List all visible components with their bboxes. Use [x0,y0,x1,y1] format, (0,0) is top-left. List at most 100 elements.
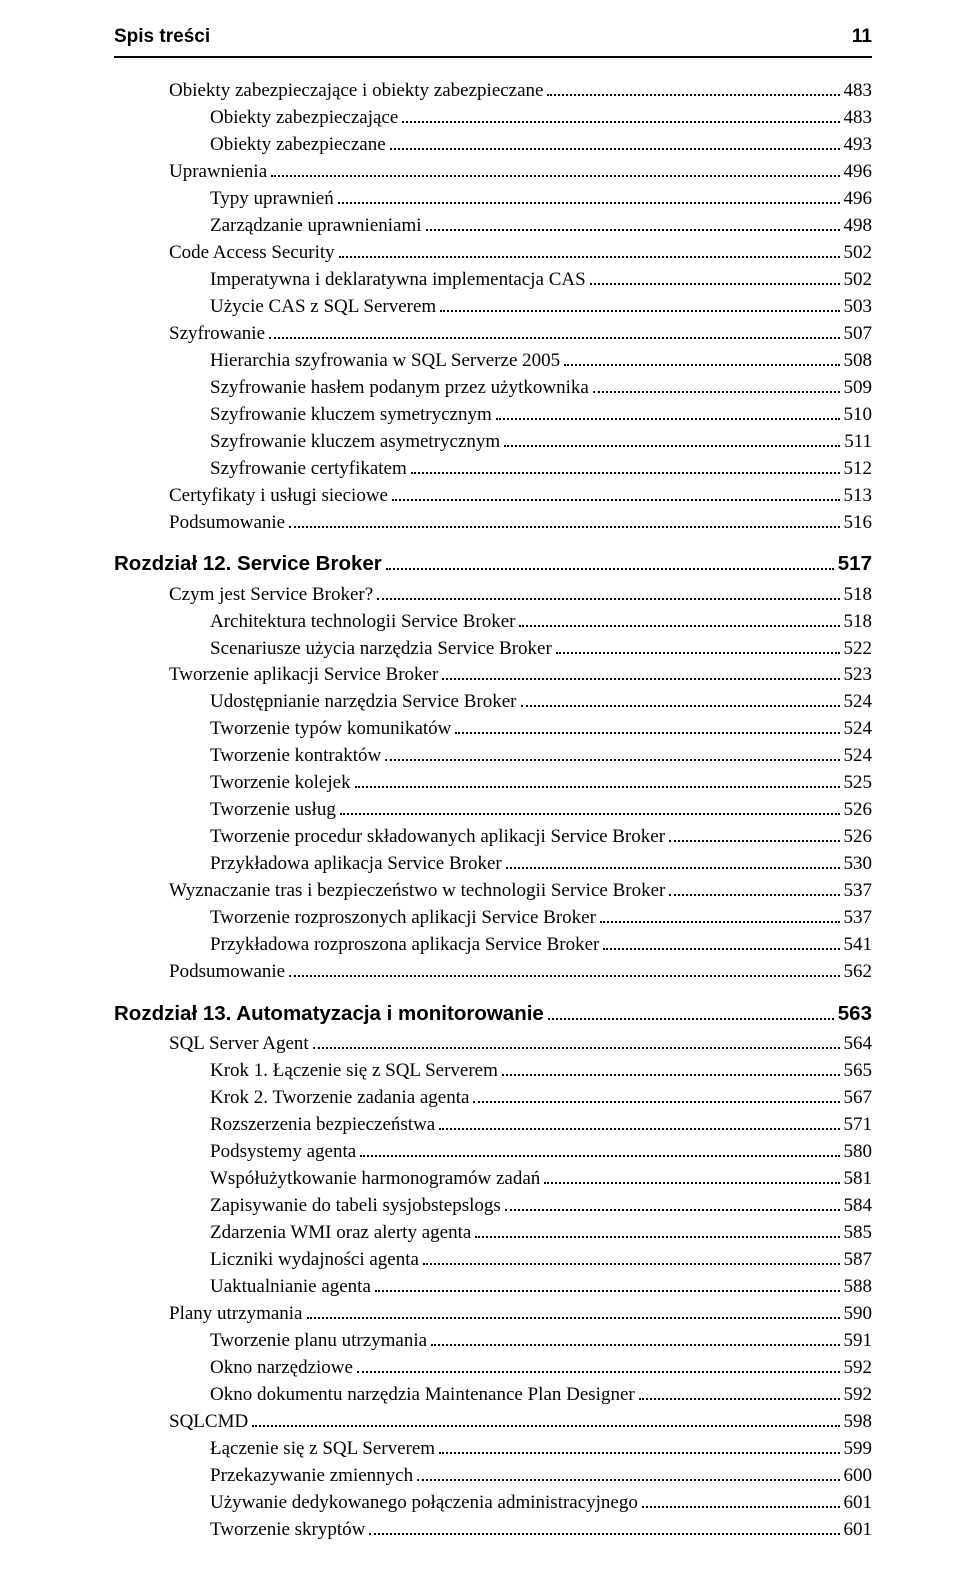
toc-label: Scenariusze użycia narzędzia Service Bro… [210,636,552,663]
toc-leader-dots [423,1249,840,1265]
toc-entry: Code Access Security 502 [114,240,872,267]
toc-page-number: 592 [844,1355,873,1382]
toc-label: Szyfrowanie [169,321,265,348]
toc-leader-dots [439,1438,839,1454]
toc-leader-dots [519,610,839,626]
toc-page-number: 601 [844,1517,873,1544]
toc-label: Tworzenie typów komunikatów [210,716,451,743]
toc-leader-dots [289,511,839,527]
toc-entry: Czym jest Service Broker? 518 [114,582,872,609]
toc-label: Podsumowanie [169,510,285,537]
toc-leader-dots [313,1033,840,1049]
toc-entry: Wyznaczanie tras i bezpieczeństwo w tech… [114,878,872,905]
toc-label: Tworzenie kontraktów [210,743,381,770]
toc-leader-dots [357,1357,840,1373]
toc-page-number: 530 [844,851,873,878]
toc-leader-dots [340,799,840,815]
toc-leader-dots [385,745,839,761]
toc-page-number: 517 [838,549,872,578]
toc-page-number: 483 [844,105,873,132]
toc-page-number: 518 [844,609,873,636]
toc-leader-dots [600,907,840,923]
toc-page-number: 502 [844,240,873,267]
toc-leader-dots [455,718,839,734]
toc-leader-dots [369,1518,839,1534]
toc-page-number: 599 [844,1436,873,1463]
toc-label: Hierarchia szyfrowania w SQL Serverze 20… [210,348,560,375]
toc-page-number: 512 [844,456,873,483]
toc-entry: Szyfrowanie kluczem symetrycznym 510 [114,402,872,429]
toc-label: Okno dokumentu narzędzia Maintenance Pla… [210,1382,635,1409]
toc-chapter: Rozdział 12. Service Broker 517 [114,549,872,578]
header-title: Spis treści [114,26,210,48]
toc-label: Szyfrowanie hasłem podanym przez użytkow… [210,375,589,402]
toc-leader-dots [442,664,839,680]
toc-entry: Łączenie się z SQL Serverem 599 [114,1436,872,1463]
toc-leader-dots [386,553,834,570]
toc-label: Tworzenie usług [210,797,336,824]
toc-label: Obiekty zabezpieczające i obiekty zabezp… [169,78,543,105]
toc-label: Liczniki wydajności agenta [210,1247,419,1274]
toc-entry: Liczniki wydajności agenta 587 [114,1247,872,1274]
toc-page-number: 526 [844,797,873,824]
toc-label: Uprawnienia [169,159,267,186]
toc-entry: Szyfrowanie kluczem asymetrycznym 511 [114,429,872,456]
toc-page-number: 584 [844,1193,873,1220]
toc-entry: Szyfrowanie hasłem podanym przez użytkow… [114,375,872,402]
toc-entry: Tworzenie typów komunikatów 524 [114,716,872,743]
toc-entry: Tworzenie aplikacji Service Broker 523 [114,662,872,689]
toc-label: Przykładowa rozproszona aplikacja Servic… [210,932,599,959]
toc-leader-dots [440,296,839,312]
toc-page-number: 522 [844,636,873,663]
toc-page-number: 537 [844,905,873,932]
toc-leader-dots [355,772,840,788]
toc-leader-dots [392,484,840,500]
toc-page-number: 580 [844,1139,873,1166]
toc-entry: Przykładowa aplikacja Service Broker 530 [114,851,872,878]
toc-entry: Używanie dedykowanego połączenia adminis… [114,1490,872,1517]
toc-leader-dots [473,1087,839,1103]
toc-leader-dots [505,1195,840,1211]
toc-entry: Tworzenie skryptów 601 [114,1517,872,1544]
toc-entry: Certyfikaty i usługi sieciowe 513 [114,483,872,510]
toc-entry: Tworzenie procedur składowanych aplikacj… [114,824,872,851]
toc-entry: Współużytkowanie harmonogramów zadań 581 [114,1166,872,1193]
toc-page-number: 523 [844,662,873,689]
toc-label: Rozdział 13. Automatyzacja i monitorowan… [114,999,544,1028]
toc-label: Krok 2. Tworzenie zadania agenta [210,1085,469,1112]
toc-page-number: 600 [844,1463,873,1490]
toc-leader-dots [639,1384,840,1400]
toc-entry: Krok 1. Łączenie się z SQL Serverem 565 [114,1058,872,1085]
toc-entry: Podsumowanie 516 [114,510,872,537]
toc-leader-dots [360,1141,839,1157]
toc-leader-dots [289,961,839,977]
toc-label: Certyfikaty i usługi sieciowe [169,483,388,510]
toc-entry: Uaktualnianie agenta 588 [114,1274,872,1301]
toc-label: Szyfrowanie kluczem symetrycznym [210,402,492,429]
toc-leader-dots [269,322,839,338]
toc-entry: Uprawnienia 496 [114,159,872,186]
toc-entry: Szyfrowanie certyfikatem 512 [114,456,872,483]
toc-label: Podsystemy agenta [210,1139,356,1166]
toc-leader-dots [402,107,839,123]
toc-label: Współużytkowanie harmonogramów zadań [210,1166,540,1193]
toc-page-number: 537 [844,878,873,905]
toc-label: Architektura technologii Service Broker [210,609,515,636]
toc-label: Uaktualnianie agenta [210,1274,371,1301]
toc-page-number: 509 [844,375,873,402]
toc-page-number: 518 [844,582,873,609]
toc-leader-dots [603,934,839,950]
toc-page-number: 526 [844,824,873,851]
toc-leader-dots [411,457,840,473]
toc-leader-dots [521,691,840,707]
toc-label: Code Access Security [169,240,335,267]
toc-leader-dots [544,1168,839,1184]
toc-page-number: 585 [844,1220,873,1247]
toc-label: Tworzenie procedur składowanych aplikacj… [210,824,665,851]
toc-page-number: 496 [844,159,873,186]
toc-label: Użycie CAS z SQL Serverem [210,294,436,321]
toc-label: Zapisywanie do tabeli sysjobstepslogs [210,1193,501,1220]
toc-entry: Obiekty zabezpieczane 493 [114,132,872,159]
toc-page-number: 541 [844,932,873,959]
toc-entry: Przekazywanie zmiennych 600 [114,1463,872,1490]
